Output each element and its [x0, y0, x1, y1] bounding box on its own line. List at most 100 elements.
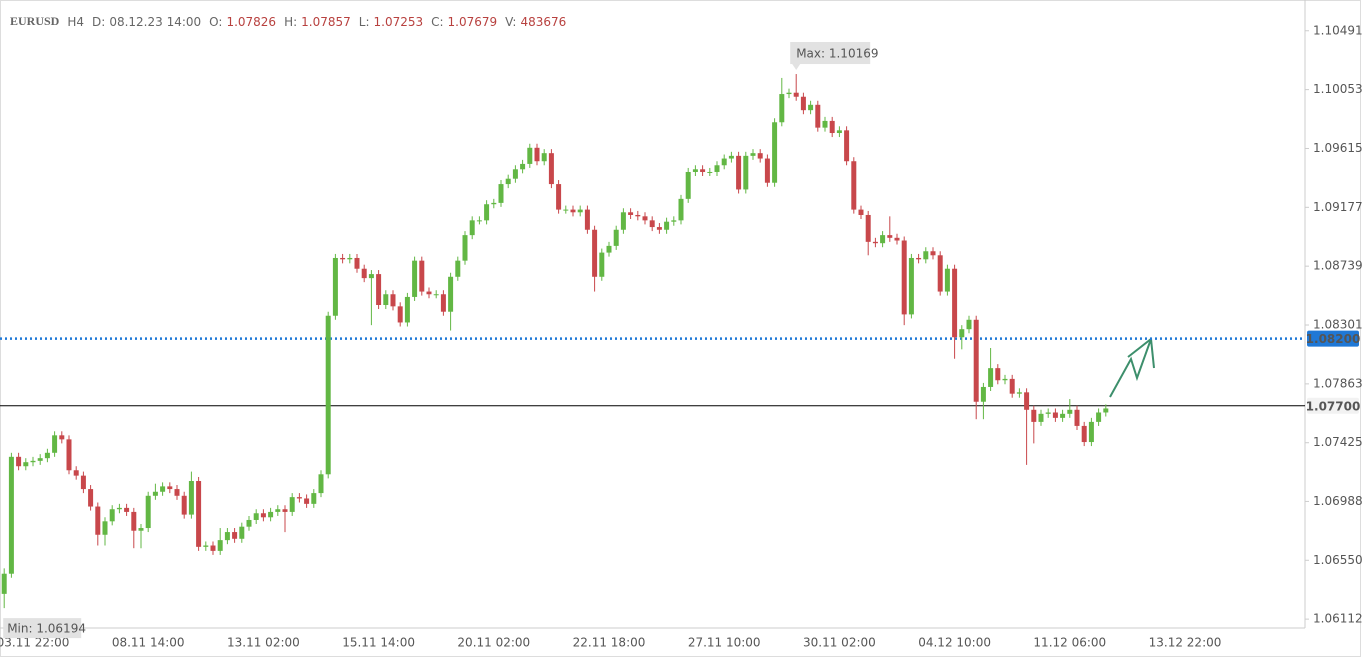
candle-body — [952, 268, 958, 338]
x-tick-label: 13.11 02:00 — [227, 636, 300, 650]
candle-body — [383, 294, 389, 305]
candle-body — [160, 486, 166, 492]
candle-body — [440, 294, 446, 312]
candle-body — [685, 171, 691, 199]
min-label: Min: 1.06194 — [7, 622, 86, 636]
candle-body — [1081, 425, 1087, 443]
candle-body — [73, 470, 79, 476]
candle-body — [397, 306, 403, 323]
candle-body — [419, 260, 425, 292]
candle-body — [584, 209, 590, 230]
candle-body — [268, 511, 274, 518]
candle-body — [138, 528, 144, 531]
candle-body — [1, 573, 7, 594]
field-value: 1.07679 — [448, 15, 498, 29]
field-label: V: — [505, 15, 516, 29]
candle-body — [23, 462, 29, 467]
candle-body — [548, 153, 554, 185]
candle-body — [527, 147, 533, 164]
candle-body — [16, 456, 22, 467]
arrow-head — [1127, 338, 1152, 358]
arrow-head — [1150, 338, 1155, 369]
y-tick-label: 1.08301 — [1313, 318, 1362, 332]
candle-body — [196, 481, 202, 547]
candle-body — [908, 257, 914, 315]
candle-body — [793, 92, 799, 97]
candle-body — [844, 130, 850, 162]
candle-body — [750, 153, 756, 156]
field-value: 1.07253 — [374, 15, 424, 29]
candle-body — [556, 184, 562, 210]
candle-body — [901, 240, 907, 315]
candle-body — [728, 155, 734, 159]
candle-body — [937, 255, 943, 292]
candle-body — [80, 475, 86, 490]
candle-body — [829, 120, 835, 134]
candle-body — [995, 368, 1001, 381]
candle-body — [1024, 392, 1030, 410]
candle-body — [664, 221, 670, 230]
candle-body — [916, 257, 922, 260]
max-pointer — [792, 64, 801, 71]
candle-body — [1060, 413, 1066, 418]
candle-body — [152, 491, 158, 496]
field-label: O: — [209, 15, 222, 29]
candle-body — [592, 229, 598, 277]
candle-body — [217, 540, 223, 551]
candle-body — [887, 235, 893, 238]
candle-body — [361, 268, 367, 279]
max-box — [790, 42, 871, 65]
candle-body — [1016, 392, 1022, 394]
candle-body — [484, 204, 490, 221]
x-tick-label: 13.12 22:00 — [1149, 636, 1222, 650]
header: EURUSD H4 D: 08.12.23 14:00 O: 1.07826 H: 1.078… — [10, 14, 566, 29]
min-box — [3, 618, 82, 639]
candle-body — [232, 532, 238, 539]
candle-body — [318, 474, 324, 494]
candle-body — [188, 481, 194, 515]
max-label: Max: 1.10169 — [796, 47, 878, 61]
candle-body — [426, 291, 432, 295]
candle-body — [1067, 409, 1073, 414]
candle-body — [304, 498, 310, 504]
x-tick-label: 08.11 14:00 — [112, 636, 185, 650]
candle-body — [865, 214, 871, 242]
candle-body — [289, 497, 295, 512]
y-tick-label: 1.07863 — [1313, 376, 1362, 390]
candle-body — [88, 489, 94, 507]
candle-body — [620, 212, 626, 230]
field-label: D: — [92, 15, 105, 29]
price-label-box — [1307, 397, 1359, 414]
candle-body — [800, 96, 806, 111]
candle-body — [721, 158, 727, 166]
candle-body — [534, 147, 540, 162]
x-tick-label: 30.11 02:00 — [803, 636, 876, 650]
x-tick-label: 11.12 06:00 — [1033, 636, 1106, 650]
candle-body — [433, 294, 439, 296]
candle-body — [577, 209, 583, 213]
candle-body — [764, 158, 770, 183]
candle-body — [347, 257, 353, 260]
candle-body — [671, 220, 677, 222]
candle-body — [736, 155, 742, 190]
candle-body — [109, 509, 115, 522]
candle-body — [239, 526, 245, 539]
candle-body — [404, 296, 410, 323]
candle-body — [1103, 408, 1109, 413]
candle-body — [822, 120, 828, 128]
field-label: H: — [284, 15, 297, 29]
candle-body — [1074, 409, 1080, 426]
candle-body — [1038, 413, 1044, 422]
candle-body — [1052, 412, 1058, 418]
candle-body — [757, 153, 763, 159]
candle-body — [275, 509, 281, 512]
candle-body — [296, 497, 302, 499]
y-tick-label: 1.07425 — [1313, 435, 1362, 449]
candle-body — [772, 122, 778, 183]
candle-body — [448, 276, 454, 312]
candle-body — [498, 184, 504, 203]
candle-body — [786, 92, 792, 95]
candle-body — [872, 241, 878, 244]
